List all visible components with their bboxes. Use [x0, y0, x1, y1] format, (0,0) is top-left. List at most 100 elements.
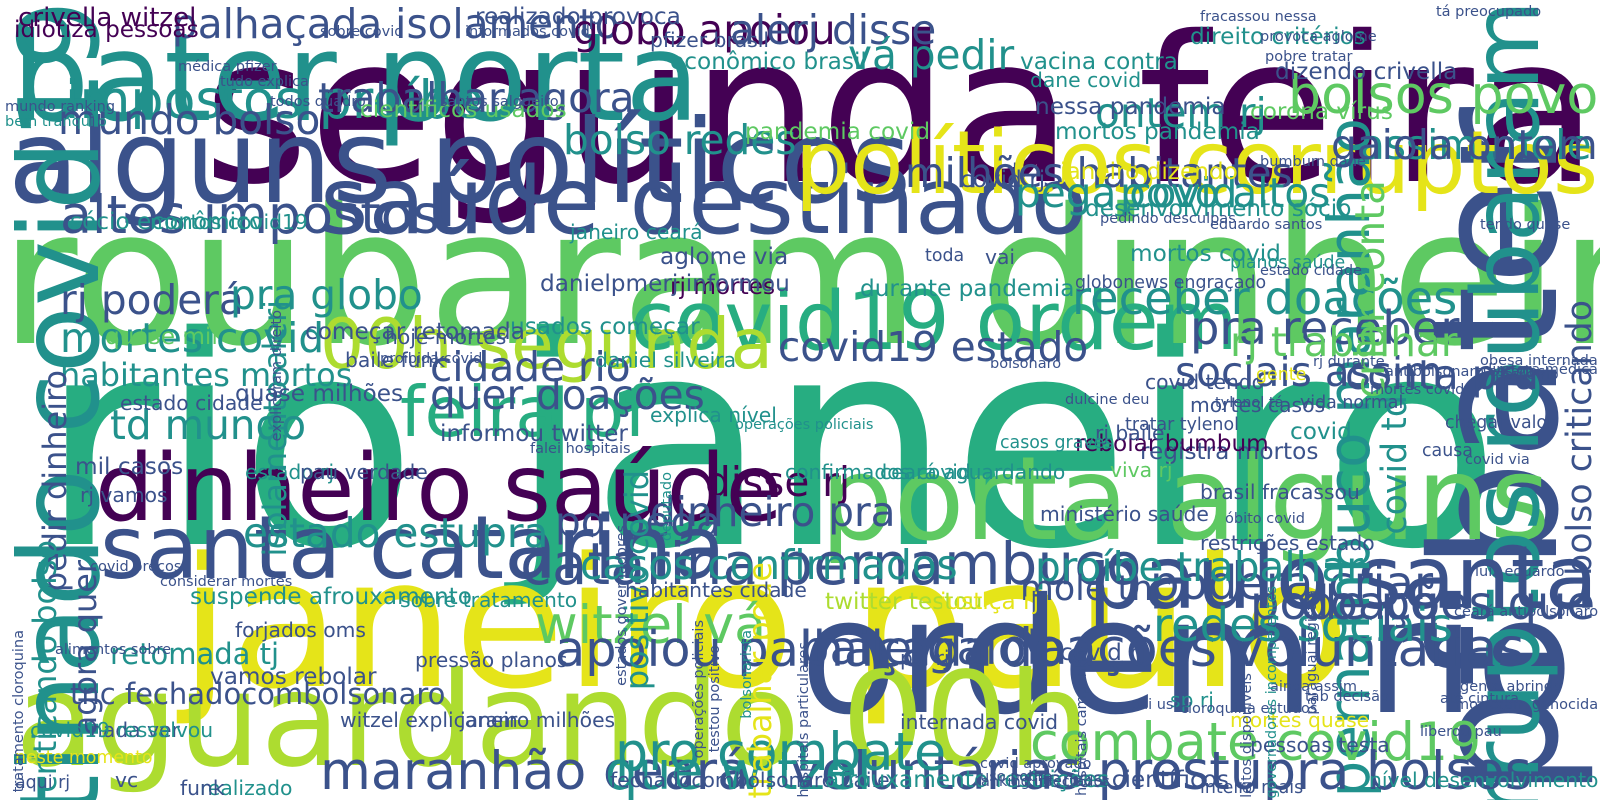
word-103: aglome via — [660, 243, 789, 270]
word-202: sobre covid — [320, 24, 404, 40]
word-137: justiça rj — [940, 588, 1040, 615]
word-216: pai uso — [1130, 697, 1183, 713]
word-182: paulo rio — [1495, 367, 1559, 383]
word-121: viva rj — [1110, 458, 1173, 482]
word-63: disse rj — [705, 458, 851, 506]
word-60: covid19 estado — [778, 323, 1089, 371]
word-142: vamos rebolar — [210, 663, 377, 690]
word-88: vacina contra — [1020, 48, 1178, 75]
word-113: covid tendo — [1145, 370, 1265, 394]
word-180: tylenol tá — [1215, 395, 1284, 411]
word-26: witzel vá — [535, 596, 767, 656]
word-12: dinheiro saúde — [95, 434, 783, 542]
word-213: uso pobre — [980, 769, 1053, 785]
word-223: testou positivo — [707, 645, 723, 753]
word-27: doações voluntárias — [1000, 619, 1525, 679]
word-198: fracassou nessa — [1200, 9, 1317, 25]
word-150: pessoas testa — [1250, 733, 1390, 757]
word-33: apoiou palhaçada — [555, 620, 993, 678]
word-5: ordem rio — [800, 564, 1574, 750]
word-224: operações policiais — [691, 620, 707, 759]
word-129: rj vamos — [80, 483, 168, 507]
word-197: tá preocupado — [1436, 4, 1542, 20]
word-170: aqui rj — [15, 773, 71, 793]
word-126: confirmados covid — [785, 460, 971, 484]
word-191: falei hospitais — [530, 441, 631, 457]
word-201: informados covid — [465, 24, 590, 40]
word-145: witzel explicaram — [340, 708, 518, 732]
word-148: mortes quase — [1230, 708, 1370, 732]
word-14: paulo santa — [1088, 527, 1598, 629]
word-67: estado estupra — [243, 509, 549, 557]
word-168: tratar tylenol — [1125, 415, 1239, 435]
word-9: porta alguns — [820, 432, 1551, 567]
word-115: estado cidade — [120, 391, 263, 415]
word-139: psl rj — [900, 646, 950, 670]
word-130: mil casos — [75, 453, 184, 480]
word-221: paraguai registra — [1304, 590, 1320, 715]
word-143: nada ver — [90, 718, 180, 742]
word-116: quase milhões — [235, 380, 404, 407]
word-30: voluntárias pro — [790, 742, 1183, 800]
word-187: gente abrindo — [1460, 679, 1562, 695]
word-171: neste momento — [15, 748, 153, 768]
word-196: ceará antibolsonaro — [1454, 604, 1599, 620]
word-74: habitantes mortos — [60, 356, 353, 394]
word-124: estado rj — [245, 460, 335, 484]
word-218: cloroquina estudos — [1180, 701, 1318, 717]
word-49: povo altos — [1120, 169, 1331, 217]
word-48: pega covid — [1015, 169, 1238, 217]
word-205: mortes covid — [1370, 382, 1465, 398]
word-89: direito critérios — [1190, 23, 1366, 50]
word-18: 00h segunda — [320, 304, 774, 385]
word-183: obesa internada — [1480, 353, 1598, 369]
word-122: rj baile — [1095, 421, 1165, 445]
word-181: covid via — [1465, 452, 1530, 468]
word-68: proíbe trabalhar — [1035, 543, 1363, 591]
word-210: proibida covid — [380, 351, 483, 367]
word-173: bem tranquilo — [5, 114, 107, 130]
word-120: rebolar bumbum — [1075, 430, 1269, 457]
word-3: janeiro paulo — [180, 520, 1350, 729]
word-101: covid rj — [960, 166, 1046, 193]
word-155: funk — [180, 776, 225, 800]
word-91: dane covid — [1030, 68, 1142, 92]
word-112: mortos covid — [1130, 240, 1281, 267]
word-15: santa catarina — [100, 497, 726, 599]
word-32: pro combate — [615, 723, 947, 783]
word-61: sociais assim — [1175, 348, 1443, 396]
word-94: corona vírus — [1250, 98, 1393, 125]
word-29: estupra bolsos — [1150, 742, 1532, 800]
word-131: restrições estado — [1200, 531, 1375, 555]
word-81: tnc fechadocombolsonaro — [70, 677, 446, 711]
word-97: sócio econômico — [70, 208, 264, 235]
word-106: usados começar — [510, 313, 700, 340]
word-172: mundo ranking — [5, 99, 116, 115]
word-45: trabalhar agora — [318, 74, 635, 122]
word-73: covid td — [1375, 395, 1415, 535]
word-52: bolso redes — [563, 116, 797, 164]
word-167: causa — [1422, 441, 1473, 461]
word-200: pobre tratar — [1265, 49, 1353, 65]
word-38: redes sociais — [1153, 598, 1453, 652]
word-177: santos salgueiro — [440, 94, 559, 110]
word-141: forjados oms — [235, 618, 366, 642]
word-64: dinheiro pra — [650, 488, 896, 536]
word-51: gaiola ontem — [1331, 121, 1598, 169]
word-119: registra mortos — [1140, 438, 1319, 465]
word-214: ranking infectados — [975, 774, 1110, 790]
word-6: aguardando 00h — [15, 644, 1091, 796]
word-59: td mundo — [110, 401, 307, 449]
word-35: receber doações — [1072, 271, 1458, 325]
word-206: rj durante — [1313, 354, 1385, 370]
word-87: econômico brasil — [670, 48, 867, 75]
word-184: luiz eduardo — [1475, 564, 1565, 580]
word-194: tendo quase — [1480, 217, 1571, 233]
word-53: ontem rj — [1095, 89, 1267, 137]
word-34: baile gaiola — [800, 621, 1068, 675]
word-199: provoca aglome — [1260, 29, 1377, 45]
word-69: mole tnc — [1020, 569, 1173, 609]
word-118: mortes casos — [1190, 393, 1326, 417]
word-37: poderá criar — [1150, 556, 1434, 610]
word-114: baile funk — [345, 348, 446, 372]
